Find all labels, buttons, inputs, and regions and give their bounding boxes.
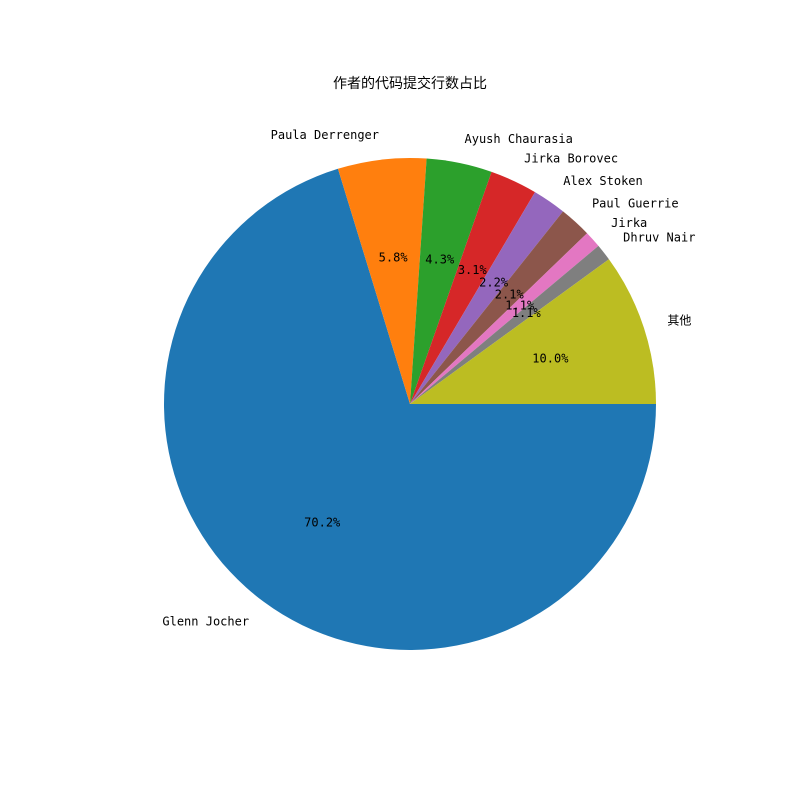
slice-label-5: Paul Guerrie [592,197,679,211]
pie-slice-jirka-borovec [410,171,536,404]
pct-label-0: 70.2% [304,516,341,530]
pie-slice-paula-derrenger [337,157,427,404]
slice-label-8: 其他 [667,313,691,327]
slice-label-0: Glenn Jocher [162,615,249,629]
slice-label-7: Dhruv Nair [623,230,695,244]
pie-labels: 70.2% Glenn Jocher 5.8% Paula Derrenger 4.3%… [162,128,695,628]
pct-label-3: 3.1% [458,263,488,277]
chart-title: 作者的代码提交行数占比 [333,75,487,92]
pie-slice-paul-guerrie [410,211,588,404]
pct-label-5: 2.1% [495,288,525,302]
pie-slice-alex-stoken [410,192,564,404]
pie-slice-jirka [410,233,599,404]
pct-label-8: 10.0% [532,351,569,365]
pie-slice-other-8 [410,259,656,404]
pie-slice-dhruv-nair [410,245,609,404]
slice-label-6: Jirka [611,216,647,230]
pct-label-6: 1.1% [505,298,535,312]
pct-label-1: 5.8% [379,250,409,264]
pct-label-4: 2.2% [479,275,509,289]
pie-slice-ayush-chaurasia [410,158,492,404]
pct-label-7: 1.1% [512,306,542,320]
slice-label-1: Paula Derrenger [271,128,379,142]
pct-label-2: 4.3% [425,252,455,266]
slice-label-3: Jirka Borovec [524,152,618,166]
slice-label-4: Alex Stoken [563,174,642,188]
pie-slices [163,157,656,650]
slice-label-2: Ayush Chaurasia [465,132,573,146]
pie-slice-glenn-jocher [163,168,656,650]
